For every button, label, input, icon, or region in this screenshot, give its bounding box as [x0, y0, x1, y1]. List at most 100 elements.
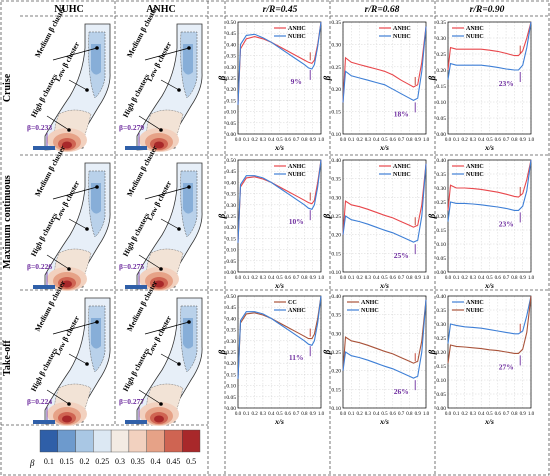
x-tick-label: 0.7: [503, 138, 510, 143]
series-line-nuhc: [447, 21, 532, 80]
y-tick-label: 0.20: [331, 233, 341, 239]
y-tick-label: 0.30: [331, 331, 341, 337]
y-tick-label: 0.10: [331, 270, 341, 276]
legend-label: CC: [288, 300, 297, 306]
x-tick-label: 0.2: [356, 138, 363, 143]
x-tick-label: 0.5: [486, 138, 493, 143]
x-tick-label: 0.7: [293, 138, 300, 143]
y-axis-label: β: [217, 349, 227, 355]
y-tick-label: 0.05: [436, 392, 446, 398]
x-tick-label: 0.5: [486, 276, 493, 281]
legend-label: ANHC: [466, 26, 484, 32]
x-axis-label: x/s: [484, 417, 494, 426]
col-header-r090: r/R=0.90: [470, 5, 505, 15]
y-tick-label: 0.45: [226, 31, 236, 37]
colorbar-swatch: [182, 429, 201, 453]
colorbar-swatch: [57, 429, 76, 453]
annotation-percent: 10%: [289, 217, 304, 226]
hub-strip: [33, 285, 55, 289]
legend-label: ANHC: [466, 300, 484, 306]
x-tick-label: 0.9: [310, 138, 317, 143]
x-tick-label: 0.6: [390, 412, 397, 417]
x-tick-label: 0.0: [340, 412, 347, 417]
leader-line: [68, 79, 88, 91]
x-tick-label: 0.4: [268, 412, 275, 417]
line-charts: 0.00 0.05 0.10 0.15 0.20 0.25 0.30 0.35 0.40 0.45…: [217, 20, 535, 426]
x-tick-label: 0.9: [520, 138, 527, 143]
x-tick-label: 0.0: [235, 138, 242, 143]
x-tick-label: 0.7: [503, 276, 510, 281]
x-tick-label: 0.5: [486, 412, 493, 417]
series-line-nuhc: [342, 26, 427, 103]
legend-label: NUHC: [393, 172, 411, 178]
x-tick-label: 0.0: [340, 138, 347, 143]
col-header-r068: r/R=0.68: [365, 5, 400, 15]
high-beta-contour: [62, 141, 72, 149]
series-line-anhc: [237, 159, 322, 243]
leader-line: [138, 254, 162, 270]
x-tick-label: 0.5: [276, 276, 283, 281]
medium-cluster-label: Medium β cluster: [33, 143, 68, 198]
y-tick-label: 0.05: [226, 121, 236, 127]
y-tick-label: 0.30: [436, 322, 446, 328]
row-headers: Cruise Maximum continuous Take-off: [2, 73, 13, 376]
x-tick-label: 0.5: [381, 276, 388, 281]
y-tick-label: 0.20: [226, 87, 236, 93]
y-tick-label: 0.15: [331, 110, 341, 116]
x-tick-label: 0.9: [415, 138, 422, 143]
legend-label: NUHC: [288, 172, 306, 178]
beta-value-label: β=0.277: [119, 397, 144, 406]
chart-4: 0.10 0.15 0.20 0.25 0.30 0.35 0.40 0.0 0.1 0.2 0.3…: [322, 158, 430, 290]
y-tick-label: 0.10: [436, 100, 446, 106]
x-tick-label: 0.9: [310, 276, 317, 281]
y-axis-label: β: [217, 213, 227, 219]
y-tick-label: 0.05: [436, 116, 446, 122]
leader-line: [144, 186, 190, 200]
leader-line: [138, 115, 162, 131]
y-tick-label: 0.20: [226, 225, 236, 231]
x-tick-label: 0.4: [373, 276, 380, 281]
leader-line: [144, 321, 190, 335]
y-tick-label: 0.20: [226, 361, 236, 367]
y-tick-label: 0.10: [331, 132, 341, 138]
series-line-anhc: [342, 26, 427, 103]
plot-area: [342, 21, 427, 135]
colorbar-tick: 0.1: [44, 457, 54, 466]
series-line-nuhc: [447, 159, 532, 222]
hub-strip: [33, 146, 55, 150]
leader-line: [52, 47, 98, 61]
y-tick-label: 0.35: [436, 308, 446, 314]
high-beta-contour: [62, 415, 72, 423]
y-tick-label: 0.30: [226, 203, 236, 209]
hub-strip: [33, 420, 55, 424]
series-line-anhc: [342, 163, 427, 235]
x-tick-label: 1.0: [528, 138, 535, 143]
y-tick-label: 0.35: [331, 20, 341, 26]
medium-cluster-label: Medium β cluster: [33, 4, 68, 59]
y-tick-label: 0.00: [226, 132, 236, 138]
y-tick-label: 0.05: [226, 259, 236, 265]
y-tick-label: 0.25: [331, 350, 341, 356]
x-tick-label: 0.1: [243, 276, 250, 281]
y-tick-label: 0.30: [226, 65, 236, 71]
y-tick-label: 0.15: [331, 251, 341, 257]
x-tick-label: 0.1: [243, 412, 250, 417]
x-tick-label: 0.8: [511, 138, 518, 143]
x-tick-label: 0.3: [470, 276, 477, 281]
x-tick-label: 0.1: [348, 276, 355, 281]
legend-label: NUHC: [393, 34, 411, 40]
y-tick-label: 0.10: [436, 378, 446, 384]
x-axis-label: x/s: [379, 281, 389, 290]
x-tick-label: 0.2: [251, 276, 258, 281]
y-tick-label: 0.35: [331, 313, 341, 319]
colorbar-label: β: [29, 458, 35, 468]
x-tick-label: 0.6: [285, 412, 292, 417]
chart-8: 0.000.050.100.150.200.250.300.350.400.0 0…: [427, 294, 535, 426]
y-tick-label: 0.25: [226, 214, 236, 220]
y-tick-label: 0.25: [436, 52, 446, 58]
series-line-nuhc: [342, 299, 427, 379]
colorbar-swatch: [110, 429, 130, 453]
